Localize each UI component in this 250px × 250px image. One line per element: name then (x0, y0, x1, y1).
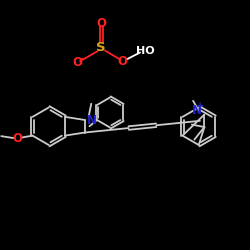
Text: O: O (96, 17, 106, 30)
Text: O: O (118, 55, 128, 68)
Text: +: + (196, 100, 204, 110)
Text: S: S (96, 41, 106, 54)
Text: N: N (192, 104, 202, 117)
Text: −: − (77, 54, 84, 63)
Text: HO: HO (136, 46, 154, 56)
Text: O: O (12, 132, 22, 144)
Text: O: O (72, 56, 82, 70)
Text: N: N (87, 114, 97, 128)
